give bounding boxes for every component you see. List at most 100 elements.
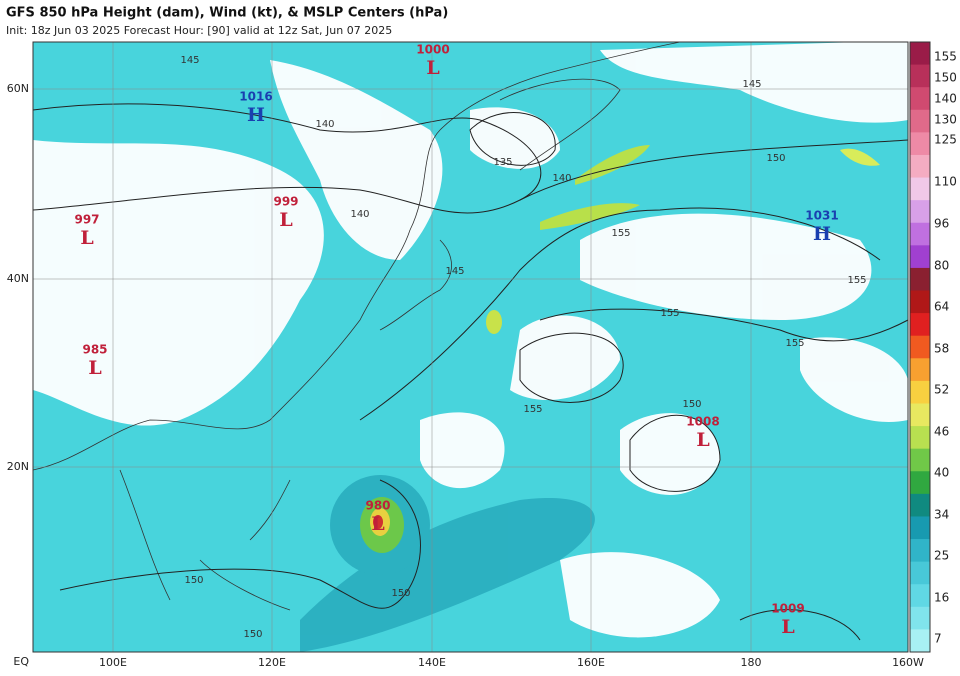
contour-label: 140 (350, 209, 369, 220)
colorbar-label: 125 (934, 133, 957, 147)
pressure-value: 1009 (771, 602, 804, 616)
lon-label: 160E (577, 656, 605, 669)
pressure-type: H (247, 104, 265, 126)
pressure-type: L (371, 513, 384, 535)
colorbar-swatch (910, 109, 930, 133)
colorbar-swatch (910, 539, 930, 563)
colorbar-label: 110 (934, 175, 957, 189)
colorbar-frame (909, 41, 931, 653)
contour-label: 145 (445, 266, 464, 277)
contour-label: 155 (523, 404, 542, 415)
pressure-value: 1016 (239, 90, 272, 104)
lon-label: 180 (741, 656, 762, 669)
colorbar-label: 16 (934, 591, 949, 605)
pressure-type: L (781, 616, 794, 638)
lat-label: 60N (7, 82, 29, 95)
colorbar-swatch (910, 426, 930, 450)
contour-label: 150 (184, 575, 203, 586)
lon-label: 120E (258, 656, 286, 669)
contour-label: 135 (493, 157, 512, 168)
contour-label: 150 (682, 399, 701, 410)
pressure-type: L (279, 209, 292, 231)
colorbar-label: 140 (934, 92, 957, 106)
contour-label: 140 (552, 173, 571, 184)
colorbar-swatch (910, 516, 930, 540)
colorbar-swatch (910, 87, 930, 111)
colorbar-label: 25 (934, 549, 949, 563)
pressure-value: 1000 (416, 43, 449, 57)
contour-label: 140 (315, 119, 334, 130)
colorbar-swatch (910, 335, 930, 359)
colorbar-swatch (910, 606, 930, 630)
contour-label: 145 (180, 55, 199, 66)
colorbar-label: 155 (934, 50, 957, 64)
colorbar-swatch (910, 403, 930, 427)
colorbar-swatch (910, 222, 930, 246)
lon-label: 140E (418, 656, 446, 669)
colorbar-label: 150 (934, 71, 957, 85)
colorbar-label: 34 (934, 508, 949, 522)
colorbar-swatch (910, 245, 930, 269)
colorbar-swatch (910, 132, 930, 156)
lon-label: 100E (99, 656, 127, 669)
colorbar-label: 80 (934, 259, 949, 273)
lat-label: 40N (7, 272, 29, 285)
subtitle: Init: 18z Jun 03 2025 Forecast Hour: [90… (6, 24, 392, 37)
contour-label: 150 (243, 629, 262, 640)
clear-areas (33, 42, 908, 638)
pressure-type: H (813, 223, 831, 245)
contour-label: 150 (766, 153, 785, 164)
pressure-type: L (426, 57, 439, 79)
colorbar-swatch (910, 493, 930, 517)
map-frame (32, 41, 909, 653)
colorbar-swatch (910, 380, 930, 404)
contour-label: 155 (847, 275, 866, 286)
lat-label: 20N (7, 460, 29, 473)
coastlines (32, 41, 681, 611)
pressure-type: L (80, 227, 93, 249)
grid (33, 42, 908, 652)
pressure-value: 985 (82, 343, 107, 357)
jet-streaks (360, 145, 880, 553)
pressure-value: 997 (74, 213, 99, 227)
contour-label: 150 (391, 588, 410, 599)
colorbar-label: 64 (934, 300, 949, 314)
contour-label: 155 (611, 228, 630, 239)
colorbar-swatch (910, 629, 930, 653)
colorbar-swatch (910, 313, 930, 337)
colorbar-label: 58 (934, 342, 949, 356)
colorbar-label: 96 (934, 217, 949, 231)
pressure-value: 1008 (686, 415, 719, 429)
contour-label: 145 (742, 79, 761, 90)
lat-label: EQ (13, 655, 29, 668)
pressure-value: 1031 (805, 209, 838, 223)
colorbar-swatch (910, 267, 930, 292)
colorbar-swatch (910, 448, 930, 472)
height-contours (32, 103, 909, 641)
title: GFS 850 hPa Height (dam), Wind (kt), & M… (6, 6, 448, 21)
pressure-type: L (88, 357, 101, 379)
colorbar-swatch (910, 42, 930, 66)
colorbar-label: 52 (934, 383, 949, 397)
colorbar-swatch (910, 154, 930, 179)
colorbar-swatch (910, 200, 930, 224)
colorbar-swatch (910, 561, 930, 585)
colorbar-swatch (910, 358, 930, 382)
colorbar-label: 40 (934, 466, 949, 480)
pressure-value: 999 (273, 195, 298, 209)
lon-label: 160W (892, 656, 924, 669)
colorbar-swatch (910, 584, 930, 608)
colorbar-swatch (910, 177, 930, 201)
pressure-type: L (696, 429, 709, 451)
contour-label: 155 (785, 338, 804, 349)
colorbar: 155 150 140 130 125 110 96 80 64 58 52 46 40 34 25 16 7 (909, 41, 957, 653)
map (32, 41, 909, 653)
colorbar-swatch (910, 64, 930, 88)
colorbar-swatch (910, 471, 930, 495)
colorbar-label: 7 (934, 632, 942, 646)
pressure-value: 980 (365, 499, 390, 513)
colorbar-swatch (910, 290, 930, 314)
colorbar-label: 46 (934, 425, 949, 439)
colorbar-label: 130 (934, 113, 957, 127)
